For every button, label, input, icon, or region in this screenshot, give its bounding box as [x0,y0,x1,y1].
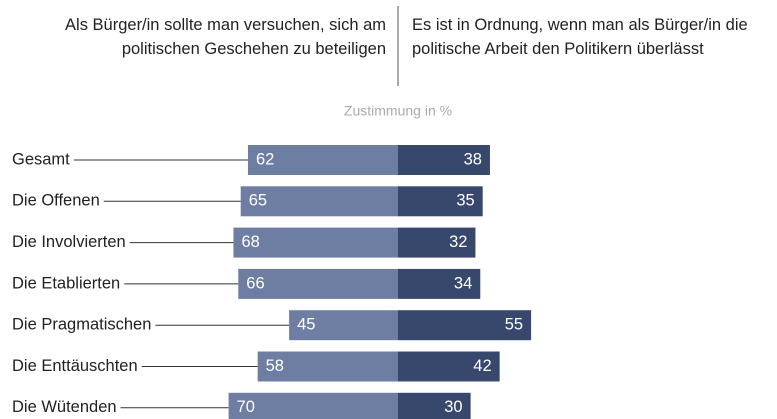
subtitle: Zustimmung in % [344,103,452,119]
category-label: Die Offenen [12,192,100,210]
category-label: Gesamt [12,150,70,168]
value-label: 38 [464,150,482,168]
value-label: 62 [256,150,274,168]
value-label: 45 [297,316,315,334]
category-label: Die Involvierten [12,233,126,251]
value-label: 55 [505,316,523,334]
category-label: Die Pragmatischen [12,316,151,334]
legend-right: Es ist in Ordnung, wenn man als Bürger/i… [412,16,748,58]
bar-left [238,268,398,299]
bar-right [398,227,476,258]
category-label: Die Etablierten [12,274,120,292]
bar-left [247,145,398,175]
value-label: 70 [237,398,255,416]
bar-right [398,186,483,217]
bar-left [289,310,398,341]
bar-left [257,351,398,382]
value-label: 42 [473,357,491,375]
value-label: 32 [449,233,467,251]
bar-right [398,310,532,341]
value-label: 65 [249,192,267,210]
bar-left [240,186,398,217]
value-label: 35 [456,192,474,210]
bar-right [398,392,471,419]
legend-left: Als Bürger/in sollte man versuchen, sich… [65,16,386,58]
value-label: 58 [266,357,284,375]
bar-left [228,392,398,419]
value-label: 68 [241,233,259,251]
bar-right [398,351,500,382]
value-label: 66 [246,274,264,292]
category-label: Die Wütenden [12,398,117,416]
bar-right [398,145,490,175]
value-label: 34 [454,274,472,292]
bar-right [398,268,481,299]
value-label: 30 [444,398,462,416]
category-label: Die Enttäuschten [12,357,138,375]
bar-left [233,227,398,258]
